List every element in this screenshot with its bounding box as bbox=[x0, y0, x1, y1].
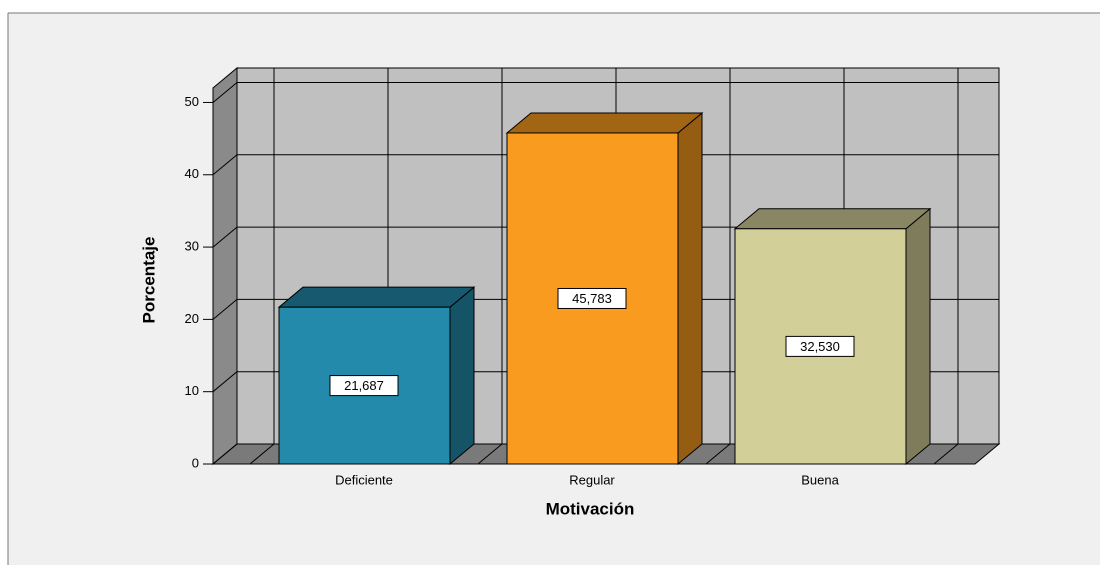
bar-side bbox=[449, 286, 475, 466]
y-axis-title: Porcentaje bbox=[139, 237, 158, 324]
y-tick-label: 20 bbox=[185, 311, 199, 326]
value-label-box bbox=[557, 287, 627, 309]
grid-line-side bbox=[212, 154, 238, 176]
floor-divider bbox=[933, 443, 959, 465]
x-tick-label: Regular bbox=[569, 472, 615, 487]
floor-divider bbox=[705, 443, 731, 465]
x-tick-label: Buena bbox=[801, 472, 839, 487]
grid-line-side bbox=[212, 299, 238, 320]
y-tick-label: 0 bbox=[192, 455, 199, 470]
bar-side bbox=[905, 207, 931, 466]
value-label: 32,530 bbox=[800, 339, 840, 354]
y-tick-label: 40 bbox=[185, 166, 199, 181]
left-wall bbox=[212, 66, 238, 466]
y-tick-label: 50 bbox=[185, 94, 199, 109]
value-label: 45,783 bbox=[572, 291, 612, 306]
value-label-box bbox=[785, 335, 855, 357]
bar-top bbox=[733, 208, 932, 230]
x-tick-label: Deficiente bbox=[335, 472, 393, 487]
y-tick-label: 30 bbox=[185, 239, 199, 254]
y-tick-label: 10 bbox=[185, 383, 199, 398]
bar-top bbox=[277, 286, 476, 308]
grid-line-side bbox=[212, 443, 238, 465]
x-axis-title: Motivación bbox=[546, 499, 635, 518]
value-label: 21,687 bbox=[344, 378, 384, 393]
grid-line-side bbox=[212, 371, 238, 393]
value-label-box bbox=[329, 375, 399, 397]
floor-divider bbox=[249, 443, 275, 465]
grid-line-side bbox=[212, 82, 238, 103]
grid-line-side bbox=[212, 226, 238, 248]
floor-divider bbox=[477, 443, 503, 465]
bar-side bbox=[677, 111, 703, 466]
bar-top bbox=[505, 112, 704, 134]
